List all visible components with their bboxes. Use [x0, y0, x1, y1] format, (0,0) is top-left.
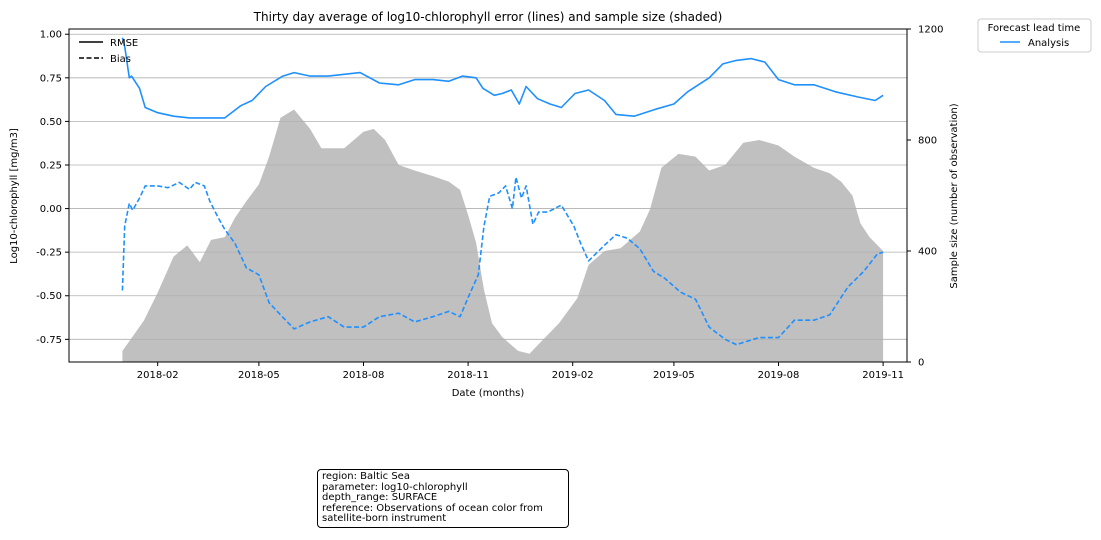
sample-size-area-layer [122, 109, 884, 362]
y-axis-right-label: Sample size (number of observation) [949, 103, 960, 288]
y-left-tick-label-6: -0.50 [36, 291, 62, 302]
x-tick-label-4: 2019-02 [552, 370, 594, 381]
rmse-line [121, 37, 884, 119]
info-reference: reference: Observations of ocean color f… [322, 502, 543, 524]
x-tick-label-7: 2019-11 [862, 370, 904, 381]
y-left-tick-label-2: 0.50 [40, 117, 62, 128]
plot-frame [68, 28, 908, 363]
x-tick-label-3: 2018-11 [447, 370, 489, 381]
series-legend-title: Forecast lead time [988, 23, 1081, 34]
info-region: region: Baltic Sea [322, 471, 410, 482]
x-tick-label-0: 2018-02 [137, 370, 179, 381]
sample-size-area [122, 109, 884, 362]
legend-bias-label: Bias [110, 54, 131, 65]
x-axis-label: Date (months) [452, 388, 525, 399]
legend-rmse-label: RMSE [110, 38, 138, 49]
y-right-tick-label-0: 1200 [918, 25, 943, 36]
axis-layer: 2018-02 2018-05 2018-08 2018-11 2019-02 2019-… [36, 25, 943, 382]
info-parameter: parameter: log10-chlorophyll [322, 481, 468, 493]
info-depth-range: depth_range: SURFACE [322, 492, 438, 503]
y-left-tick-label-3: 0.25 [40, 160, 62, 171]
y-left-tick-label-1: 0.75 [40, 73, 62, 84]
line-layer [121, 37, 884, 346]
y-left-tick-label-4: 0.00 [40, 204, 62, 215]
legend-analysis-label: Analysis [1028, 38, 1069, 49]
y-left-tick-label-5: -0.25 [36, 248, 62, 259]
style-legend: RMSE Bias [79, 38, 138, 65]
chart-title: Thirty day average of log10-chlorophyll … [253, 10, 723, 24]
y-axis-left-label: Log10-chlorophyll [mg/m3] [9, 128, 20, 264]
y-right-tick-label-1: 800 [918, 136, 937, 147]
x-tick-label-1: 2018-05 [238, 370, 280, 381]
x-tick-label-5: 2019-05 [653, 370, 695, 381]
x-tick-label-6: 2019-08 [758, 370, 800, 381]
info-box: region: Baltic Sea parameter: log10-chlo… [317, 469, 569, 528]
y-left-tick-label-0: 1.00 [40, 30, 62, 41]
y-right-tick-label-3: 0 [918, 358, 924, 369]
series-legend-frame [977, 18, 1092, 53]
y-right-tick-label-2: 400 [918, 247, 937, 258]
series-legend: Forecast lead time Analysis [977, 18, 1092, 53]
x-tick-label-2: 2018-08 [343, 370, 385, 381]
bias-line [121, 176, 884, 346]
y-left-tick-label-7: -0.75 [36, 335, 62, 346]
